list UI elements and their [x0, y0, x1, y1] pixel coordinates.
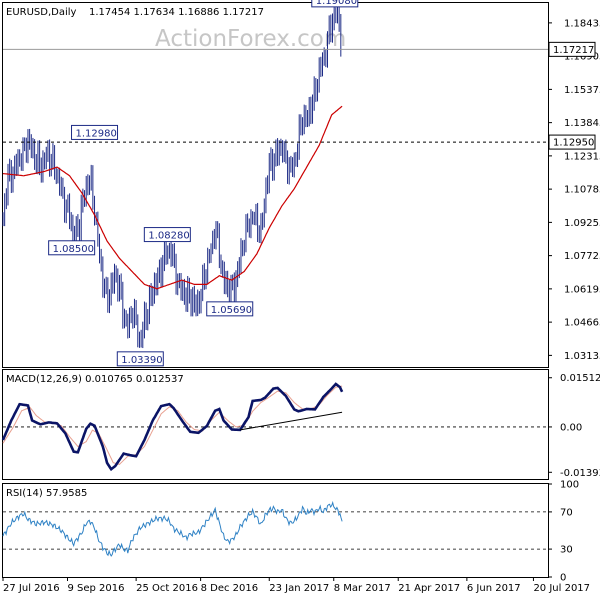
- price-axis-badge-label: 1.17217: [553, 45, 594, 56]
- price-axis-badge: [548, 134, 596, 150]
- price-label-box: [311, 0, 359, 8]
- rsi-panel-frame: [2, 483, 549, 578]
- price-label: 1.12980: [76, 128, 117, 139]
- x-axis-tick-label: 27 Jul 2016: [3, 583, 60, 594]
- rsi-plot: [2, 500, 548, 557]
- price-y-tick-label: 1.13845: [564, 118, 600, 129]
- rsi-y-tick-label: 0: [560, 573, 566, 584]
- price-y-tick-label: 1.06195: [564, 284, 600, 295]
- price-panel-frame: [2, 2, 549, 368]
- price-axis-badge-label: 1.12950: [553, 138, 594, 149]
- x-axis-tick-label: 8 Dec 2016: [201, 583, 259, 594]
- rsi-y-tick-label: 100: [560, 480, 579, 491]
- price-y-tick-label: 1.16905: [564, 52, 600, 63]
- price-y-tick-label: 1.18435: [564, 18, 600, 29]
- sma-line: [2, 105, 343, 290]
- price-y-tick-label: 1.03135: [564, 351, 600, 362]
- x-axis-tick-label: 25 Oct 2016: [136, 583, 198, 594]
- rsi-title: RSI(14) 57.9585: [6, 488, 87, 499]
- price-y-tick-label: 1.09255: [564, 218, 600, 229]
- macd-y-tick-label: 0.00: [560, 422, 582, 433]
- x-axis-tick-label: 23 Jan 2017: [269, 583, 329, 594]
- price-label-box: [71, 124, 119, 140]
- price-plot: 1.19080 1.12980 1.08500 1.08280 1.05690 1.033…: [2, 0, 548, 367]
- price-label: 1.05690: [211, 305, 252, 316]
- x-axis-tick-label: 8 Mar 2017: [334, 583, 391, 594]
- axis-labels: 1.18435 1.16905 1.15375 1.13845 1.12315 1.107…: [2, 18, 600, 594]
- rsi-y-tick-label: 30: [560, 545, 573, 556]
- symbol-label: EURUSD,Daily: [6, 7, 77, 18]
- macd-plot: [1, 382, 548, 472]
- price-y-tick-label: 1.15375: [564, 85, 600, 96]
- price-label-box: [116, 351, 164, 367]
- price-y-tick-label: 1.12315: [564, 151, 600, 162]
- macd-title: MACD(12,26,9) 0.010765 0.012537: [6, 374, 184, 385]
- macd-y-tick-label: -0.013938: [560, 468, 600, 479]
- x-axis-tick-label: 6 Jun 2017: [467, 583, 521, 594]
- price-label: 1.08500: [53, 244, 94, 255]
- macd-trendline: [240, 411, 343, 431]
- price-y-tick-label: 1.10785: [564, 185, 600, 196]
- rsi-y-tick-label: 70: [560, 507, 573, 518]
- x-axis-tick-label: 9 Sep 2016: [67, 583, 124, 594]
- macd-y-tick-label: 0.01512: [560, 373, 600, 384]
- price-axis-badge: [548, 41, 596, 57]
- price-y-tick-label: 1.07725: [564, 251, 600, 262]
- price-y-tick-label: 1.04665: [564, 318, 600, 329]
- price-label-box: [206, 301, 254, 317]
- price-label: 1.19080: [316, 0, 357, 7]
- rsi-line: [2, 500, 343, 557]
- ohlc-readout: 1.17454 1.17634 1.16886 1.17217: [89, 7, 264, 18]
- macd-panel-frame: [2, 369, 549, 480]
- price-label: 1.03390: [121, 355, 162, 366]
- price-label-box: [48, 240, 96, 256]
- price-label: 1.08280: [148, 231, 189, 242]
- x-axis-tick-label: 21 Apr 2017: [398, 583, 460, 594]
- price-label-box: [143, 227, 191, 243]
- watermark: ActionForex.com: [155, 26, 346, 52]
- macd-line: [1, 382, 344, 472]
- x-axis-tick-label: 20 Jul 2017: [533, 583, 590, 594]
